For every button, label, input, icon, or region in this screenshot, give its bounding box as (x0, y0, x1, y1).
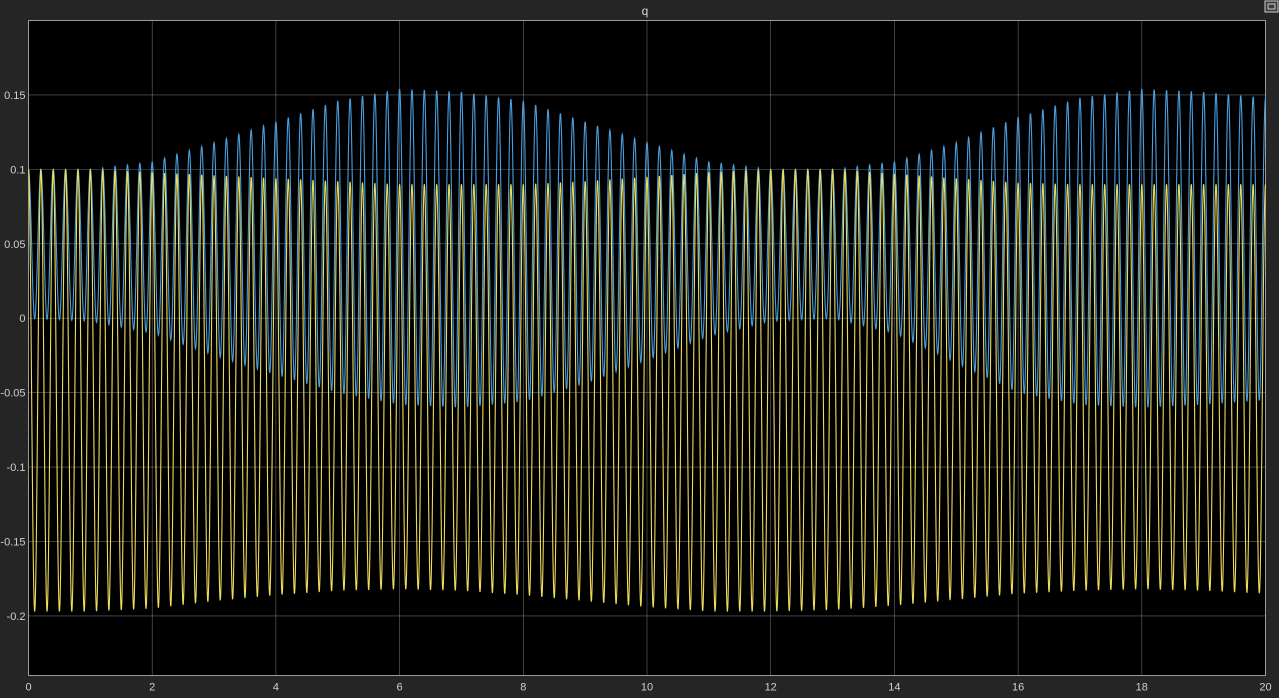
plot-title: q (642, 4, 649, 18)
restore-window-icon-inner (1267, 3, 1276, 10)
x-tick-label: 8 (520, 682, 526, 694)
x-tick-label: 12 (765, 682, 777, 694)
x-axis-ticks: 0 2 4 6 8 10 12 14 16 18 20 (25, 682, 1271, 694)
series-line-1 (27, 88, 1267, 408)
x-tick-label: 18 (1136, 682, 1148, 694)
x-tick-label: 14 (888, 682, 900, 694)
y-tick-label: -0.2 (7, 611, 26, 623)
x-tick-label: 20 (1259, 682, 1271, 694)
restore-window-button[interactable] (1264, 0, 1279, 13)
x-tick-label: 0 (25, 682, 31, 694)
y-tick-label: -0.15 (0, 537, 25, 549)
y-tick-label: 0.15 (4, 90, 25, 102)
series-layer (27, 88, 1267, 612)
y-tick-label: 0.05 (4, 239, 25, 251)
x-tick-label: 4 (273, 682, 279, 694)
x-tick-label: 6 (397, 682, 403, 694)
y-tick-label: -0.1 (7, 462, 26, 474)
restore-window-icon[interactable] (1264, 0, 1279, 13)
y-tick-label: -0.05 (0, 388, 25, 400)
x-tick-label: 2 (149, 682, 155, 694)
y-tick-label: 0 (19, 313, 25, 325)
y-axis-ticks: 0.15 0.1 0.05 0 -0.05 -0.1 -0.15 -0.2 (0, 90, 25, 623)
series-line-2 (27, 169, 1267, 612)
y-tick-label: 0.1 (10, 164, 25, 176)
x-tick-label: 10 (641, 682, 653, 694)
x-tick-label: 16 (1012, 682, 1024, 694)
